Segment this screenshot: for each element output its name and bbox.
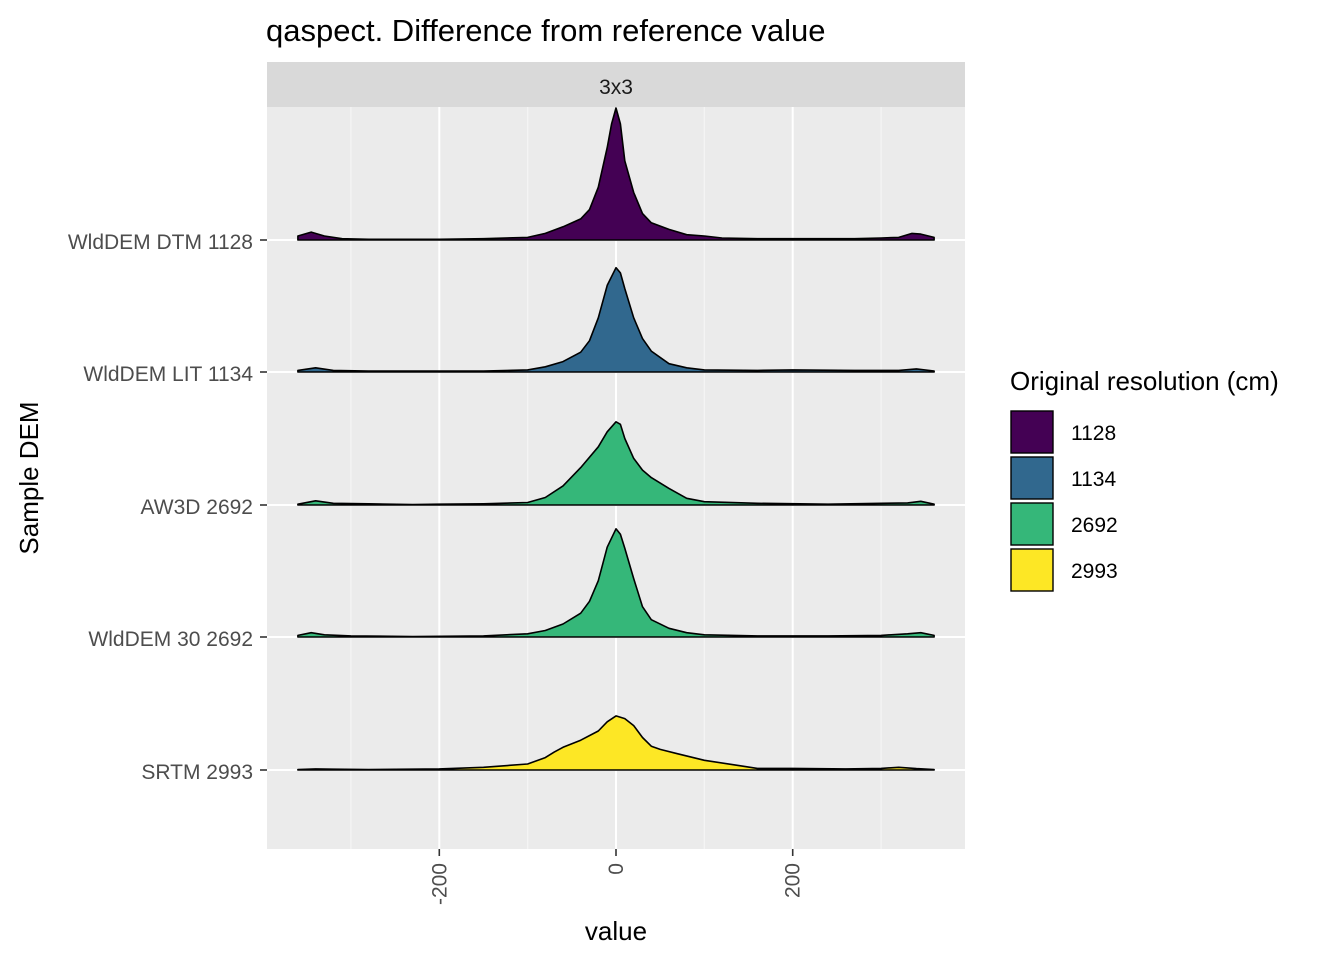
legend-key [1010,502,1054,546]
y-tick-label: WldDEM LIT 1134 [83,363,253,386]
legend-item-label: 1134 [1071,468,1116,491]
x-axis-label: value [585,916,647,946]
density-ridge [297,421,935,506]
legend-key [1010,548,1054,592]
density-ridge [297,715,935,771]
legend: Original resolution (cm) 1128 1134 2692 299… [1010,366,1279,592]
legend-item-label: 2993 [1071,560,1118,583]
legend-title: Original resolution (cm) [1010,366,1279,396]
y-tick-label: AW3D 2692 [141,496,253,519]
density-ridge [297,107,935,241]
facet-strip [267,62,965,107]
x-tick-label: -200 [428,863,451,905]
y-tick-label: WldDEM DTM 1128 [68,231,253,254]
density-ridge [297,266,935,373]
y-tick-label: WldDEM 30 2692 [88,628,253,651]
x-tick-label: 0 [605,863,628,875]
x-tick-label: 200 [782,863,805,898]
legend-item-label: 1128 [1071,422,1116,445]
density-ridge [297,528,935,638]
legend-key [1010,410,1054,454]
legend-key [1010,456,1054,500]
y-tick-label: SRTM 2993 [141,761,253,784]
chart-title: qaspect. Difference from reference value [266,13,825,48]
density-ridges [297,107,935,771]
facet-strip-label: 3x3 [599,76,633,99]
legend-item-label: 2692 [1071,514,1118,537]
minor-gridlines [350,107,882,849]
y-axis-label: Sample DEM [14,401,44,554]
y-axis-ticks: WldDEM DTM 1128 WldDEM LIT 1134 AW3D 2692 W… [68,231,267,784]
x-axis-ticks: -200 0 200 [428,849,805,905]
